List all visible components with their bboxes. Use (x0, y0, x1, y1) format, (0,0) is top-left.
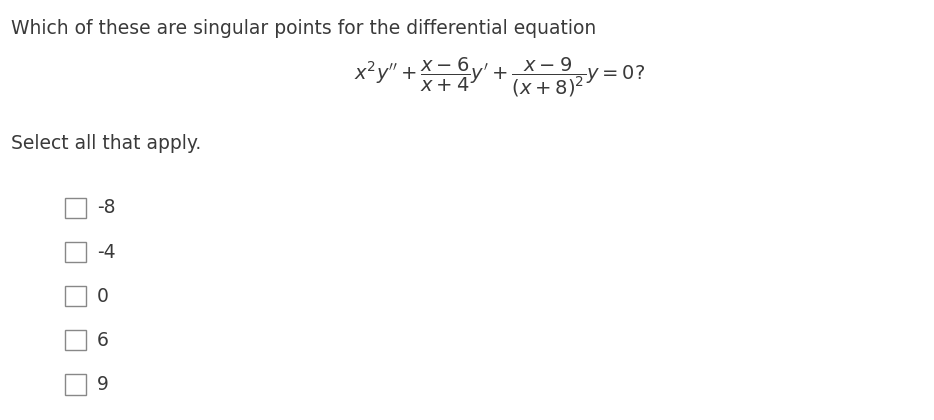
Text: -8: -8 (97, 198, 116, 218)
Text: 9: 9 (97, 375, 109, 394)
Bar (65, 374, 86, 394)
Text: Select all that apply.: Select all that apply. (11, 134, 202, 153)
Text: -4: -4 (97, 242, 116, 262)
Text: 0: 0 (97, 286, 109, 306)
Bar (65, 242, 86, 262)
Text: 6: 6 (97, 331, 109, 350)
Text: Which of these are singular points for the differential equation: Which of these are singular points for t… (11, 19, 597, 38)
Bar (65, 198, 86, 218)
Bar (65, 286, 86, 306)
Bar (65, 330, 86, 350)
Text: $x^2y'' + \dfrac{x - 6}{x + 4}y' + \dfrac{x - 9}{(x + 8)^2}y = 0?$: $x^2y'' + \dfrac{x - 6}{x + 4}y' + \dfra… (354, 56, 645, 100)
